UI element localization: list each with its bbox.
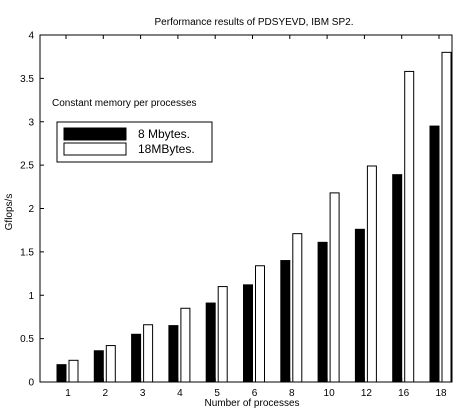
y-tick-label: 0.5 bbox=[20, 334, 34, 345]
y-axis: 0 0.5 1 1.5 2 2.5 3 3.5 4 bbox=[20, 31, 452, 389]
bar-series-1 bbox=[392, 174, 403, 383]
legend-swatch bbox=[63, 127, 127, 141]
chart-title: Performance results of PDSYEVD, IBM SP2. bbox=[155, 17, 354, 28]
bar-series-1 bbox=[205, 302, 216, 383]
x-axis-title: Number of processes bbox=[204, 398, 299, 408]
x-tick-label: 8 bbox=[289, 388, 295, 399]
bar-series-2 bbox=[143, 324, 154, 383]
bar-series-2 bbox=[105, 345, 116, 383]
bar-series-2 bbox=[441, 51, 452, 383]
legend-label: 18MBytes. bbox=[138, 142, 195, 156]
bar-series-2 bbox=[255, 265, 265, 383]
bar-series-1 bbox=[93, 350, 104, 383]
x-tick-label: 1 bbox=[65, 388, 71, 399]
x-tick-label: 6 bbox=[252, 388, 258, 399]
bar-series-1 bbox=[131, 333, 142, 383]
bar-series-1 bbox=[56, 364, 67, 383]
legend-swatch bbox=[63, 142, 127, 156]
x-tick-label: 4 bbox=[177, 388, 183, 399]
bar-series-2 bbox=[366, 165, 377, 383]
bar-series-2 bbox=[180, 307, 191, 383]
y-tick-label: 2 bbox=[28, 204, 34, 215]
bar-series-1 bbox=[317, 241, 328, 383]
bar-series-2 bbox=[329, 192, 340, 383]
y-tick-label: 0 bbox=[28, 378, 34, 389]
y-tick-label: 2.5 bbox=[20, 161, 34, 172]
legend-label: 8 Mbytes. bbox=[138, 127, 190, 141]
bars bbox=[56, 51, 452, 383]
bar-series-2 bbox=[404, 70, 415, 383]
bar-series-1 bbox=[354, 228, 365, 383]
legend: 8 Mbytes.18MBytes. bbox=[56, 121, 213, 163]
bar-series-2 bbox=[68, 359, 79, 383]
bar-series-1 bbox=[243, 284, 253, 383]
x-tick-label: 16 bbox=[398, 388, 410, 399]
legend-title: Constant memory per processes bbox=[52, 98, 197, 109]
bar-series-1 bbox=[168, 325, 179, 383]
x-tick-label: 2 bbox=[103, 388, 109, 399]
y-tick-label: 4 bbox=[28, 31, 34, 42]
bar-series-1 bbox=[429, 125, 440, 383]
bar-series-1 bbox=[280, 260, 291, 383]
bar-series-2 bbox=[217, 286, 228, 383]
x-tick-label: 18 bbox=[435, 388, 447, 399]
x-tick-label: 12 bbox=[361, 388, 373, 399]
y-tick-label: 1 bbox=[28, 291, 34, 302]
y-tick-label: 1.5 bbox=[20, 247, 34, 258]
x-tick-label: 3 bbox=[140, 388, 146, 399]
y-tick-label: 3.5 bbox=[20, 74, 34, 85]
x-tick-label: 5 bbox=[214, 388, 220, 399]
y-axis-title: Gflops/s bbox=[4, 194, 15, 231]
x-tick-label: 10 bbox=[324, 388, 336, 399]
y-tick-label: 3 bbox=[28, 117, 34, 128]
bar-series-2 bbox=[292, 233, 303, 383]
